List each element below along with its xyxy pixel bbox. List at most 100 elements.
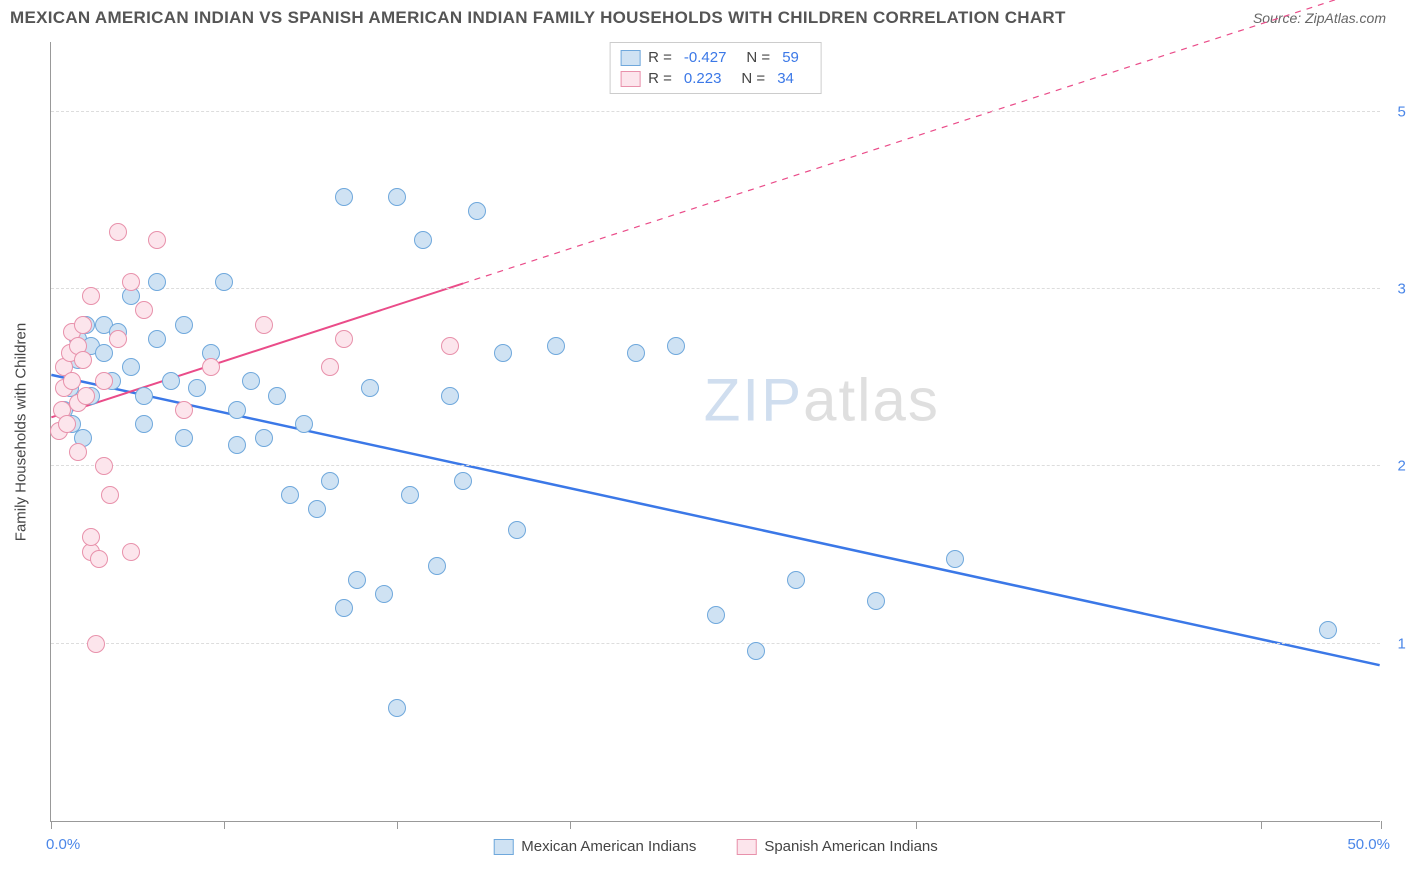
- data-point: [109, 330, 127, 348]
- data-point: [321, 358, 339, 376]
- x-tick: [397, 821, 398, 829]
- data-point: [135, 415, 153, 433]
- n-label: N =: [741, 70, 765, 87]
- data-point: [162, 372, 180, 390]
- n-label: N =: [746, 49, 770, 66]
- data-point: [255, 429, 273, 447]
- gridline: [51, 288, 1380, 289]
- data-point: [335, 188, 353, 206]
- data-point: [494, 344, 512, 362]
- data-point: [90, 550, 108, 568]
- data-point: [135, 387, 153, 405]
- data-point: [215, 273, 233, 291]
- x-tick: [1261, 821, 1262, 829]
- chart-title: MEXICAN AMERICAN INDIAN VS SPANISH AMERI…: [10, 8, 1066, 28]
- r-value-spanish: 0.223: [684, 70, 722, 87]
- data-point: [508, 521, 526, 539]
- data-point: [375, 585, 393, 603]
- data-point: [148, 231, 166, 249]
- data-point: [101, 486, 119, 504]
- data-point: [202, 358, 220, 376]
- data-point: [69, 443, 87, 461]
- x-tick: [570, 821, 571, 829]
- data-point: [468, 202, 486, 220]
- data-point: [82, 528, 100, 546]
- data-point: [428, 557, 446, 575]
- data-point: [122, 358, 140, 376]
- r-label: R =: [648, 70, 672, 87]
- swatch-mexican-icon: [493, 839, 513, 855]
- gridline: [51, 643, 1380, 644]
- data-point: [228, 436, 246, 454]
- data-point: [148, 330, 166, 348]
- data-point: [74, 351, 92, 369]
- legend-row-mexican: R = -0.427 N = 59: [620, 47, 811, 68]
- data-point: [747, 642, 765, 660]
- data-point: [547, 337, 565, 355]
- data-point: [148, 273, 166, 291]
- r-label: R =: [648, 49, 672, 66]
- data-point: [95, 344, 113, 362]
- data-point: [188, 379, 206, 397]
- y-tick-label: 25.0%: [1397, 458, 1406, 475]
- series-legend: Mexican American Indians Spanish America…: [493, 838, 938, 855]
- legend-item-spanish: Spanish American Indians: [736, 838, 937, 855]
- swatch-spanish-icon: [620, 71, 640, 87]
- watermark: ZIPatlas: [704, 366, 940, 435]
- gridline: [51, 111, 1380, 112]
- n-value-spanish: 34: [777, 70, 794, 87]
- data-point: [308, 500, 326, 518]
- data-point: [867, 592, 885, 610]
- data-point: [321, 472, 339, 490]
- data-point: [361, 379, 379, 397]
- data-point: [135, 301, 153, 319]
- data-point: [175, 429, 193, 447]
- gridline: [51, 465, 1380, 466]
- data-point: [77, 387, 95, 405]
- x-tick: [916, 821, 917, 829]
- legend-label-mexican: Mexican American Indians: [521, 838, 696, 855]
- data-point: [281, 486, 299, 504]
- x-tick: [1381, 821, 1382, 829]
- data-point: [787, 571, 805, 589]
- data-point: [122, 543, 140, 561]
- data-point: [335, 330, 353, 348]
- data-point: [1319, 621, 1337, 639]
- data-point: [175, 401, 193, 419]
- x-tick: [51, 821, 52, 829]
- r-value-mexican: -0.427: [684, 49, 727, 66]
- y-axis-title: Family Households with Children: [13, 322, 30, 540]
- data-point: [95, 372, 113, 390]
- data-point: [82, 287, 100, 305]
- data-point: [122, 273, 140, 291]
- data-point: [242, 372, 260, 390]
- data-point: [946, 550, 964, 568]
- x-min-label: 0.0%: [46, 836, 80, 853]
- data-point: [401, 486, 419, 504]
- legend-row-spanish: R = 0.223 N = 34: [620, 68, 811, 89]
- swatch-spanish-icon: [736, 839, 756, 855]
- data-point: [441, 337, 459, 355]
- data-point: [175, 316, 193, 334]
- scatter-chart: Family Households with Children ZIPatlas…: [50, 42, 1380, 822]
- data-point: [228, 401, 246, 419]
- y-tick-label: 37.5%: [1397, 281, 1406, 298]
- legend-item-mexican: Mexican American Indians: [493, 838, 696, 855]
- watermark-zip: ZIP: [704, 367, 803, 434]
- data-point: [95, 457, 113, 475]
- data-point: [74, 316, 92, 334]
- data-point: [388, 699, 406, 717]
- data-point: [441, 387, 459, 405]
- x-tick: [224, 821, 225, 829]
- y-tick-label: 12.5%: [1397, 635, 1406, 652]
- chart-header: MEXICAN AMERICAN INDIAN VS SPANISH AMERI…: [0, 0, 1406, 32]
- data-point: [627, 344, 645, 362]
- x-max-label: 50.0%: [1347, 836, 1390, 853]
- data-point: [707, 606, 725, 624]
- n-value-mexican: 59: [782, 49, 799, 66]
- data-point: [58, 415, 76, 433]
- watermark-atlas: atlas: [803, 367, 940, 434]
- correlation-legend: R = -0.427 N = 59 R = 0.223 N = 34: [609, 42, 822, 94]
- legend-label-spanish: Spanish American Indians: [764, 838, 937, 855]
- data-point: [348, 571, 366, 589]
